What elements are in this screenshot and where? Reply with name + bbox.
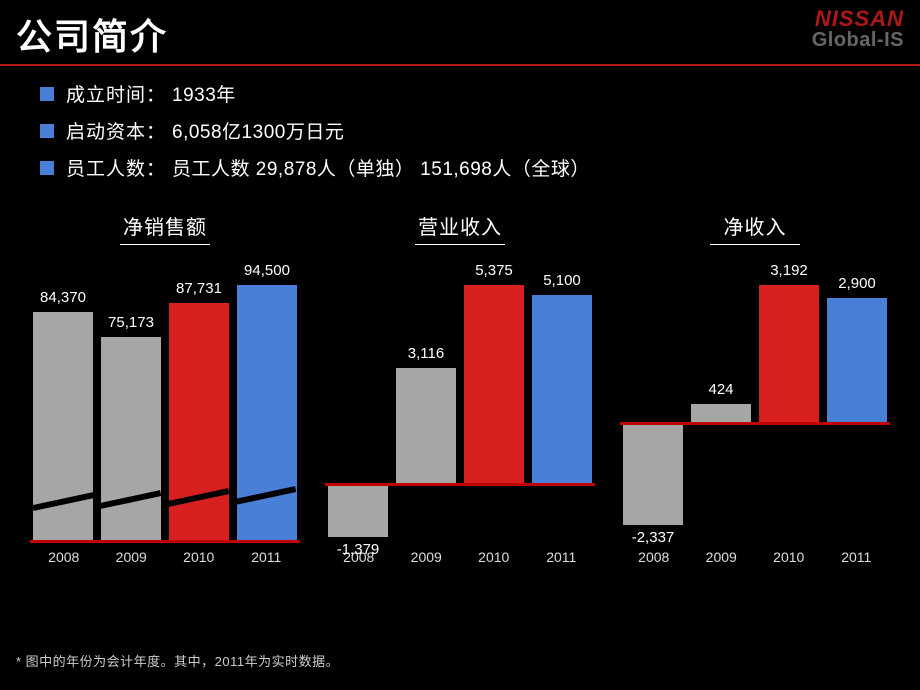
footnote: * 图中的年份为会计年度。其中，2011年为实时数据。: [16, 651, 339, 670]
square-bullet-icon: [40, 87, 54, 101]
year-label: 2010: [755, 549, 823, 565]
logo-global-is: Global-IS: [812, 30, 904, 50]
bar-value-label: 94,500: [244, 262, 290, 279]
bullet-value: 6,058亿1300万日元: [172, 117, 344, 144]
chart: 净收入 424 3,192 2,900 -2,337 2008200920102011: [620, 211, 890, 565]
bar-value-label: 2,900: [838, 275, 876, 292]
bullet-label: 成立时间：: [66, 80, 166, 107]
year-label: 2010: [460, 549, 528, 565]
logo-block: NISSAN Global-IS: [812, 8, 904, 50]
year-label: 2009: [688, 549, 756, 565]
chart-title: 净收入: [724, 211, 787, 240]
bar: [328, 486, 389, 537]
bar: [623, 425, 684, 525]
bar: [101, 337, 162, 540]
bullet-list: 成立时间：1933年启动资本：6,058亿1300万日元员工人数：员工人数 29…: [0, 80, 920, 181]
bar-wrap: 5,100: [529, 272, 595, 483]
square-bullet-icon: [40, 124, 54, 138]
bullet-label: 员工人数：: [66, 154, 166, 181]
chart-title: 营业收入: [418, 211, 502, 240]
bullet-value: 1933年: [172, 80, 236, 107]
chart-title-underline: [710, 244, 800, 245]
year-label: 2009: [393, 549, 461, 565]
year-labels: 2008200920102011: [30, 549, 300, 565]
bullet-value: 员工人数 29,878人（单独） 151,698人（全球）: [172, 154, 590, 181]
bar-value-label: 5,375: [475, 262, 513, 279]
bar-wrap: 2,900: [824, 275, 890, 422]
year-label: 2011: [823, 549, 891, 565]
chart-title-underline: [120, 244, 210, 245]
year-label: 2008: [30, 549, 98, 565]
bar-value-label: 424: [708, 381, 733, 398]
bar-wrap: -1,379: [325, 486, 391, 537]
chart-area: 424 3,192 2,900 -2,337: [620, 263, 890, 543]
bars-container: 3,116 5,375 5,100: [325, 262, 595, 483]
year-label: 2009: [98, 549, 166, 565]
bar: [691, 404, 752, 422]
square-bullet-icon: [40, 161, 54, 175]
bar: [396, 368, 457, 483]
bullet-label: 启动资本：: [66, 117, 166, 144]
bars-container: 424 3,192 2,900: [620, 262, 890, 422]
axis-line: [30, 540, 300, 543]
bar: [827, 298, 888, 422]
bar-value-label: 84,370: [40, 289, 86, 306]
chart-title: 净销售额: [123, 211, 207, 240]
bars-container-neg: -2,337: [620, 425, 890, 525]
chart: 营业收入3,1165,3755,100-1,379200820092010201…: [325, 211, 595, 565]
bar: [759, 285, 820, 422]
year-label: 2008: [620, 549, 688, 565]
chart: 净销售额 84,370 75,173 87,731 94,500 200820092010…: [30, 211, 300, 565]
chart-area: 3,116 5,375 5,100 -1,379: [325, 263, 595, 543]
chart-area: 84,370 75,173 87,731 94,500: [30, 263, 300, 543]
bullet-row: 员工人数：员工人数 29,878人（单独） 151,698人（全球）: [40, 154, 920, 181]
bars-container-neg: -1,379: [325, 486, 595, 537]
page-title: 公司简介: [16, 8, 168, 60]
charts-row: 净销售额84,37075,17387,73194,500200820092010…: [0, 191, 920, 565]
bar-value-label: -2,337: [632, 529, 675, 546]
year-labels: 2008200920102011: [620, 549, 890, 565]
bar-wrap: 3,192: [756, 262, 822, 422]
year-label: 2010: [165, 549, 233, 565]
bar-value-label: 3,192: [770, 262, 808, 279]
bar-wrap: 3,116: [393, 345, 459, 483]
bar-value-label: 87,731: [176, 280, 222, 297]
bar-value-label: -1,379: [337, 541, 380, 558]
year-label: 2011: [233, 549, 301, 565]
bullet-row: 启动资本：6,058亿1300万日元: [40, 117, 920, 144]
bar-wrap: 5,375: [461, 262, 527, 483]
header-divider: [0, 64, 920, 66]
bar: [532, 295, 593, 483]
bullet-row: 成立时间：1933年: [40, 80, 920, 107]
bar-wrap: 424: [688, 381, 754, 422]
bar-value-label: 5,100: [543, 272, 581, 289]
chart-title-underline: [415, 244, 505, 245]
year-label: 2011: [528, 549, 596, 565]
bar-wrap: -2,337: [620, 425, 686, 525]
bar-value-label: 75,173: [108, 314, 154, 331]
logo-nissan: NISSAN: [812, 8, 904, 30]
bar: [464, 285, 525, 483]
bar-value-label: 3,116: [408, 345, 444, 362]
